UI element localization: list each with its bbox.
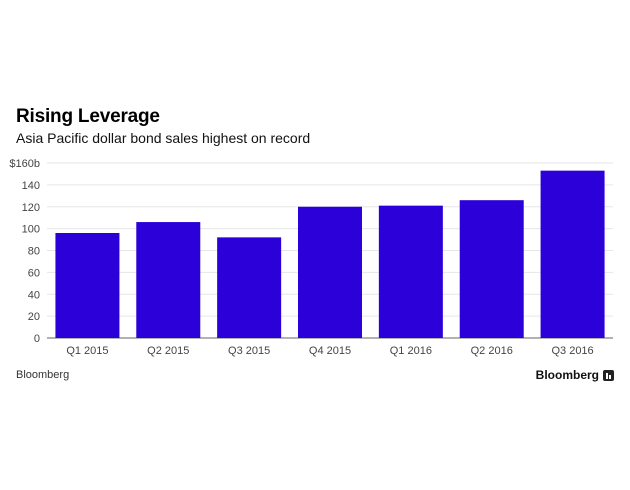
bloomberg-logo: Bloomberg	[536, 368, 614, 382]
y-tick-label: $160b	[9, 158, 40, 170]
y-tick-label: 40	[28, 289, 40, 301]
y-tick-label: 120	[22, 202, 40, 214]
bar-q1-2016	[378, 205, 443, 338]
x-tick-label: Q1 2015	[66, 345, 108, 357]
x-tick-label: Q1 2016	[390, 345, 432, 357]
x-tick-label: Q3 2015	[228, 345, 270, 357]
y-axis-ticks: 0 20 40 60 80 100 120 140 $160b	[9, 158, 40, 345]
source-label: Bloomberg	[16, 369, 70, 381]
bar-q2-2016	[459, 200, 524, 338]
x-tick-label: Q4 2015	[309, 345, 351, 357]
y-tick-label: 0	[34, 333, 40, 345]
bloomberg-logo-icon	[603, 369, 614, 381]
bar-q3-2016	[540, 170, 605, 338]
logo-text: Bloomberg	[535, 368, 599, 382]
x-tick-label: Q2 2016	[471, 345, 513, 357]
y-tick-label: 20	[28, 311, 40, 323]
y-tick-label: 80	[28, 246, 40, 258]
y-tick-label: 60	[28, 267, 40, 279]
bar-q1-2015	[55, 233, 120, 338]
x-tick-label: Q3 2016	[551, 345, 593, 357]
chart-title: Rising Leverage	[16, 106, 160, 127]
bar-q3-2015	[217, 237, 282, 338]
bar-q4-2015	[298, 206, 362, 338]
x-tick-label: Q2 2015	[147, 345, 189, 357]
x-axis-ticks: Q1 2015 Q2 2015 Q3 2015 Q4 2015 Q1 2016 Q2 20…	[66, 345, 593, 357]
y-tick-label: 100	[22, 224, 40, 236]
chart-subtitle: Asia Pacific dollar bond sales highest o…	[16, 130, 311, 146]
y-tick-label: 140	[22, 180, 40, 192]
bar-q2-2015	[136, 222, 201, 338]
bar-chart: 0 20 40 60 80 100 120 140 $160b Q1 2015 Q2 2015 Q3…	[9, 158, 613, 357]
bars	[55, 170, 605, 338]
